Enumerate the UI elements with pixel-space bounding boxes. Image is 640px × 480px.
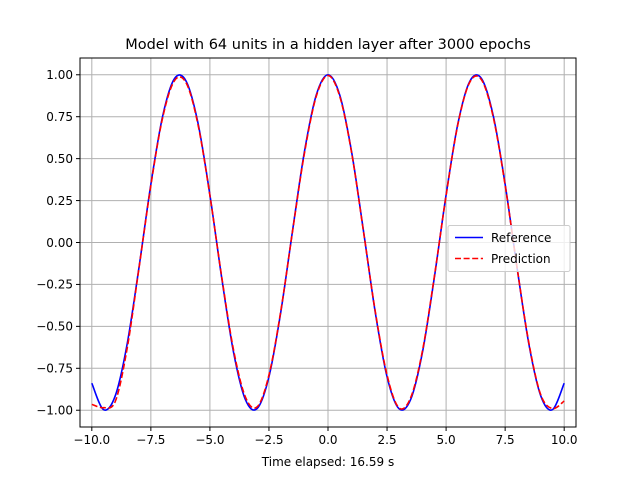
x-tick-label: −2.5	[254, 433, 283, 447]
y-tick-label: −0.50	[36, 320, 73, 334]
x-tick-label: −10.0	[73, 433, 110, 447]
x-tick-label: −5.0	[195, 433, 224, 447]
series-line-prediction	[91, 74, 565, 410]
x-tick-label: 7.5	[496, 433, 515, 447]
x-tick-label: 2.5	[378, 433, 397, 447]
y-axis-ticks: −1.00 −0.75 −0.50 −0.25 0.00 0.25 0.50 0.75 1.00	[36, 68, 80, 418]
x-tick-label: 5.0	[437, 433, 456, 447]
legend-label-prediction: Prediction	[491, 252, 551, 266]
legend-label-reference: Reference	[491, 231, 551, 245]
x-tick-label: −7.5	[136, 433, 165, 447]
x-tick-label: 10.0	[551, 433, 578, 447]
x-tick-label: 0.0	[318, 433, 337, 447]
y-tick-label: 0.00	[46, 236, 73, 250]
y-tick-label: 0.50	[46, 152, 73, 166]
x-axis-ticks: −10.0 −7.5 −5.0 −2.5 0.0 2.5 5.0 7.5 10.0	[73, 427, 578, 447]
x-axis-label: Time elapsed: 16.59 s	[261, 455, 394, 469]
grid-lines	[80, 58, 576, 427]
chart-title: Model with 64 units in a hidden layer af…	[125, 37, 531, 53]
y-tick-label: −0.25	[36, 278, 73, 292]
y-tick-label: 0.75	[46, 110, 73, 124]
y-tick-label: 1.00	[46, 68, 73, 82]
y-tick-label: −0.75	[36, 362, 73, 376]
y-tick-label: −1.00	[36, 404, 73, 418]
legend: Reference Prediction	[447, 225, 571, 272]
y-tick-label: 0.25	[46, 194, 73, 208]
series-lines	[91, 73, 565, 411]
